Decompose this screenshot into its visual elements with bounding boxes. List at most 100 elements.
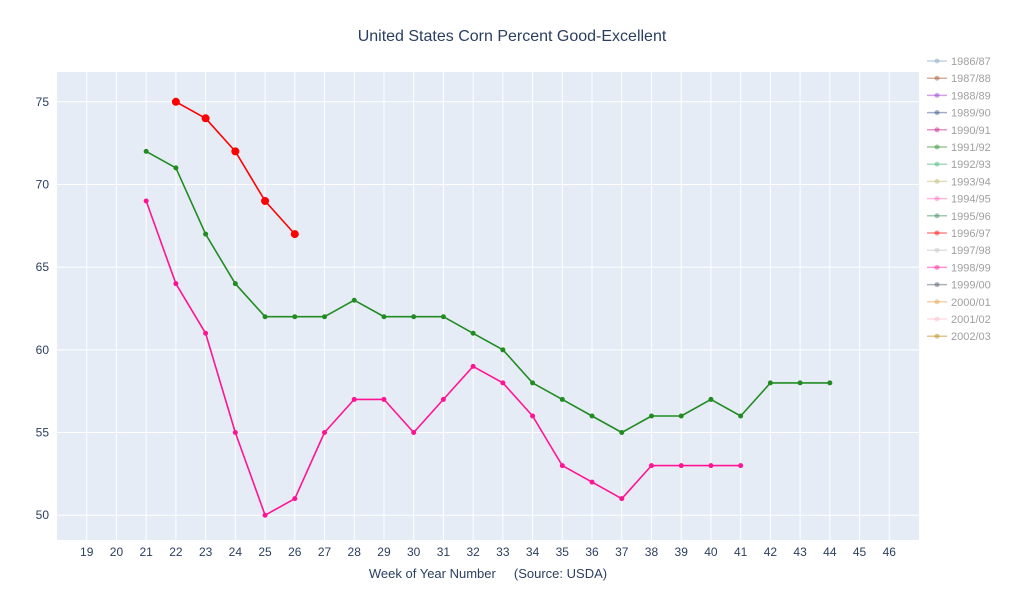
legend-label: 1992/93 [951, 159, 991, 171]
legend-label: 1995/96 [951, 211, 991, 223]
x-tick-label: 23 [199, 545, 213, 559]
data-point [381, 314, 387, 320]
x-tick-label: 31 [437, 545, 451, 559]
data-point [797, 380, 803, 386]
legend-label: 2001/02 [951, 314, 991, 326]
legend-marker-icon [934, 247, 940, 253]
legend-item-1998-99[interactable]: 1998/99 [927, 262, 991, 274]
data-point [143, 198, 149, 204]
legend-label: 1996/97 [951, 228, 991, 240]
legend-label: 2000/01 [951, 297, 991, 309]
x-axis-label: Week of Year Number (Source: USDA) [369, 566, 607, 581]
legend-marker-icon [934, 316, 940, 322]
legend-item-1992-93[interactable]: 1992/93 [927, 159, 991, 171]
data-point [470, 363, 476, 369]
y-tick-label: 60 [36, 343, 50, 357]
legend-item-1989-90[interactable]: 1989/90 [927, 108, 991, 120]
series-line-1995-96 [145, 150, 830, 434]
legend-item-1988-89[interactable]: 1988/89 [927, 90, 991, 102]
legend-label: 1997/98 [951, 245, 991, 257]
x-tick-label: 37 [615, 545, 629, 559]
data-point [201, 114, 210, 123]
x-tick-label: 24 [229, 545, 243, 559]
data-point [767, 380, 773, 386]
x-tick-label: 19 [80, 545, 94, 559]
legend-item-1990-91[interactable]: 1990/91 [927, 125, 991, 137]
plot-area [57, 72, 919, 540]
legend: 1986/87 1987/88 1988/89 1989/90 1990/91 1991/… [927, 56, 991, 343]
data-point [173, 165, 179, 171]
data-point [738, 463, 744, 469]
x-tick-label: 21 [139, 545, 153, 559]
x-tick-label: 44 [823, 545, 837, 559]
legend-marker-icon [934, 127, 940, 133]
legend-item-1997-98[interactable]: 1997/98 [927, 245, 991, 257]
legend-item-2001-02[interactable]: 2001/02 [927, 314, 991, 326]
legend-marker-icon [934, 144, 940, 150]
x-tick-label: 39 [675, 545, 689, 559]
legend-item-1993-94[interactable]: 1993/94 [927, 176, 991, 188]
x-tick-label: 29 [377, 545, 391, 559]
series-2002-03 [171, 97, 299, 239]
legend-marker-icon [934, 161, 940, 167]
data-point [678, 463, 684, 469]
legend-marker-icon [934, 178, 940, 184]
data-point [290, 230, 299, 239]
data-point [231, 147, 240, 156]
legend-item-1995-96[interactable]: 1995/96 [927, 211, 991, 223]
legend-marker-icon [934, 75, 940, 81]
x-tick-label: 45 [853, 545, 867, 559]
data-point [351, 297, 357, 303]
data-point [262, 314, 268, 320]
legend-item-2002-03[interactable]: 2002/03 [927, 331, 991, 343]
data-point [351, 396, 357, 402]
legend-item-2000-01[interactable]: 2000/01 [927, 297, 991, 309]
y-tick-label: 65 [36, 260, 50, 274]
y-tick-label: 70 [36, 177, 50, 191]
x-tick-label: 30 [407, 545, 421, 559]
data-point [203, 330, 209, 336]
legend-item-1987-88[interactable]: 1987/88 [927, 73, 991, 85]
legend-item-1991-92[interactable]: 1991/92 [927, 142, 991, 154]
data-point [559, 396, 565, 402]
legend-item-1986-87[interactable]: 1986/87 [927, 56, 991, 68]
x-tick-label: 42 [764, 545, 778, 559]
x-tick-label: 38 [645, 545, 659, 559]
series-1998-99 [143, 198, 744, 518]
x-tick-label: 35 [556, 545, 570, 559]
legend-label: 1990/91 [951, 125, 991, 137]
legend-label: 1998/99 [951, 262, 991, 274]
legend-label: 1988/89 [951, 90, 991, 102]
x-axis-ticks: 19 20 21 22 23 24 25 26 27 28 29 30 31 32 33 34 35 36 37 38… [80, 545, 896, 559]
series-layer [143, 97, 833, 518]
legend-label: 1987/88 [951, 73, 991, 85]
data-point [708, 463, 714, 469]
x-tick-label: 41 [734, 545, 748, 559]
legend-label: 1999/00 [951, 280, 991, 292]
x-tick-label: 33 [496, 545, 510, 559]
legend-marker-icon [934, 230, 940, 236]
data-point [292, 496, 298, 502]
x-tick-label: 22 [169, 545, 183, 559]
data-point [500, 380, 506, 386]
legend-item-1999-00[interactable]: 1999/00 [927, 280, 991, 292]
y-axis-ticks: 50 55 60 65 70 75 [36, 95, 50, 522]
data-point [648, 413, 654, 419]
data-point [559, 463, 565, 469]
data-point [322, 430, 328, 436]
data-point [381, 396, 387, 402]
x-tick-label: 40 [704, 545, 718, 559]
data-point [470, 330, 476, 336]
data-point [827, 380, 833, 386]
data-point [292, 314, 298, 320]
legend-item-1996-97[interactable]: 1996/97 [927, 228, 991, 240]
legend-label: 1989/90 [951, 108, 991, 120]
legend-item-1994-95[interactable]: 1994/95 [927, 194, 991, 206]
legend-marker-icon [934, 333, 940, 339]
legend-marker-icon [934, 213, 940, 219]
data-point [708, 396, 714, 402]
legend-marker-icon [934, 110, 940, 116]
legend-marker-icon [934, 92, 940, 98]
legend-marker-icon [934, 58, 940, 64]
